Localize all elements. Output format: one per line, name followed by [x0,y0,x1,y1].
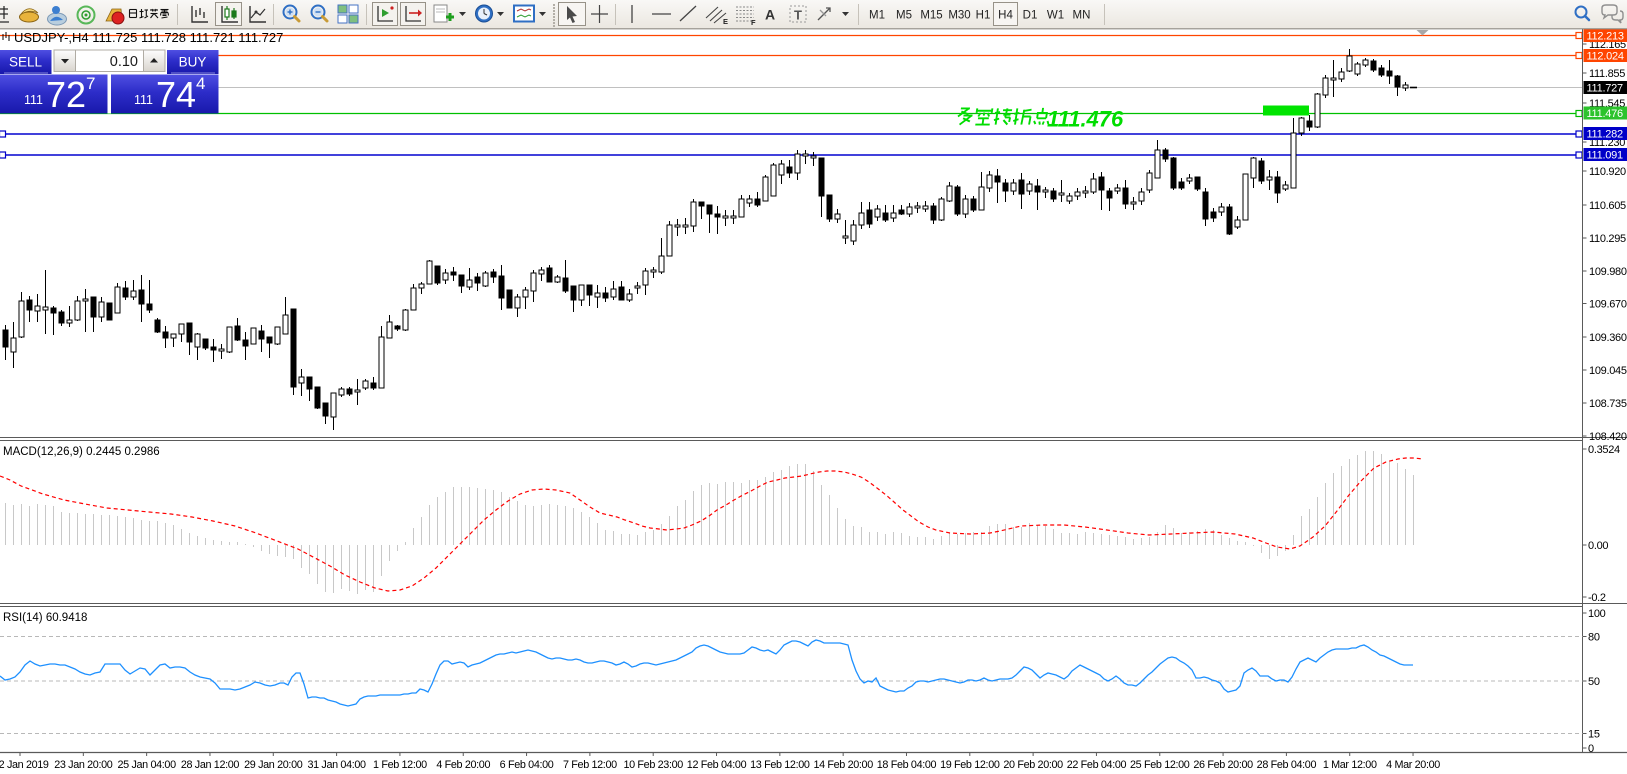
svg-text:111.091: 111.091 [1587,150,1624,162]
svg-text:1 Mar 12:00: 1 Mar 12:00 [1323,759,1377,771]
svg-text:D1: D1 [1023,10,1038,22]
svg-text:109.045: 109.045 [1589,365,1627,377]
svg-text:6 Feb 04:00: 6 Feb 04:00 [500,759,554,771]
svg-text:4: 4 [196,74,205,93]
svg-text:110.920: 110.920 [1589,166,1626,178]
svg-text:112.213: 112.213 [1587,31,1624,43]
svg-text:110.605: 110.605 [1589,200,1626,212]
svg-text:74: 74 [156,74,196,115]
svg-text:26 Feb 20:00: 26 Feb 20:00 [1193,759,1253,771]
svg-text:18 Feb 04:00: 18 Feb 04:00 [877,759,937,771]
svg-text:12 Feb 04:00: 12 Feb 04:00 [687,759,747,771]
svg-text:RSI(14) 60.9418: RSI(14) 60.9418 [3,612,87,624]
svg-text:4 Feb 20:00: 4 Feb 20:00 [436,759,490,771]
svg-text:A: A [765,7,775,23]
svg-text:111.727: 111.727 [1587,83,1624,95]
svg-text:111.855: 111.855 [1589,68,1625,80]
svg-text:15: 15 [1588,729,1600,741]
svg-text:M5: M5 [896,10,912,22]
svg-text:109.670: 109.670 [1589,299,1627,311]
svg-text:0: 0 [1588,743,1594,755]
svg-text:BUY: BUY [179,55,207,70]
svg-text:112.024: 112.024 [1587,51,1624,63]
svg-text:H4: H4 [998,10,1013,22]
svg-text:29 Jan 20:00: 29 Jan 20:00 [244,759,303,771]
svg-text:110.295: 110.295 [1589,233,1626,245]
svg-text:50: 50 [1588,676,1600,688]
svg-text:111: 111 [24,93,43,107]
svg-text:111.282: 111.282 [1587,129,1624,141]
svg-text:10 Feb 23:00: 10 Feb 23:00 [623,759,683,771]
svg-text:108.420: 108.420 [1589,431,1627,443]
svg-text:0.10: 0.10 [110,54,138,70]
svg-text:USDJPY-,H4 111.725 111.728 11: USDJPY-,H4 111.725 111.728 111.721 111.7… [14,30,283,45]
svg-text:25 Feb 12:00: 25 Feb 12:00 [1130,759,1190,771]
svg-text:31 Jan 04:00: 31 Jan 04:00 [307,759,366,771]
svg-text:13 Feb 12:00: 13 Feb 12:00 [750,759,810,771]
svg-text:22 Feb 04:00: 22 Feb 04:00 [1067,759,1127,771]
svg-text:25 Jan 04:00: 25 Jan 04:00 [118,759,177,771]
svg-text:111.476: 111.476 [1587,108,1624,120]
svg-text:80: 80 [1588,632,1600,644]
svg-text:M30: M30 [948,10,970,22]
svg-text:100: 100 [1588,608,1606,620]
svg-text:1 Feb 12:00: 1 Feb 12:00 [373,759,427,771]
svg-text:14 Feb 20:00: 14 Feb 20:00 [813,759,873,771]
svg-text:F: F [751,18,756,27]
svg-text:SELL: SELL [9,55,43,70]
svg-text:111: 111 [134,93,153,107]
svg-text:4 Mar 20:00: 4 Mar 20:00 [1386,759,1440,771]
svg-text:0.00: 0.00 [1588,540,1608,552]
svg-text:H1: H1 [976,10,991,22]
svg-text:23 Jan 20:00: 23 Jan 20:00 [54,759,113,771]
svg-text:M1: M1 [869,10,885,22]
svg-text:0.3524: 0.3524 [1588,444,1620,456]
svg-text:7 Feb 12:00: 7 Feb 12:00 [563,759,617,771]
svg-text:109.980: 109.980 [1589,266,1627,278]
svg-text:7: 7 [86,74,95,93]
svg-text:W1: W1 [1047,10,1064,22]
svg-text:-0.2: -0.2 [1588,592,1606,604]
svg-text:M15: M15 [920,10,942,22]
svg-text:E: E [723,17,728,26]
svg-text:19 Feb 12:00: 19 Feb 12:00 [940,759,1000,771]
svg-text:MN: MN [1073,10,1091,22]
svg-text:108.735: 108.735 [1589,398,1627,410]
svg-text:109.360: 109.360 [1589,332,1627,344]
svg-text:T: T [794,8,802,23]
svg-text:111.476: 111.476 [1047,107,1124,132]
svg-text:72: 72 [46,74,86,115]
svg-text:20 Feb 20:00: 20 Feb 20:00 [1003,759,1063,771]
svg-text:28 Feb 04:00: 28 Feb 04:00 [1257,759,1317,771]
svg-text:28 Jan 12:00: 28 Jan 12:00 [181,759,240,771]
svg-text:22 Jan 2019: 22 Jan 2019 [0,759,49,771]
svg-text:MACD(12,26,9) 0.2445 0.2986: MACD(12,26,9) 0.2445 0.2986 [3,446,160,458]
